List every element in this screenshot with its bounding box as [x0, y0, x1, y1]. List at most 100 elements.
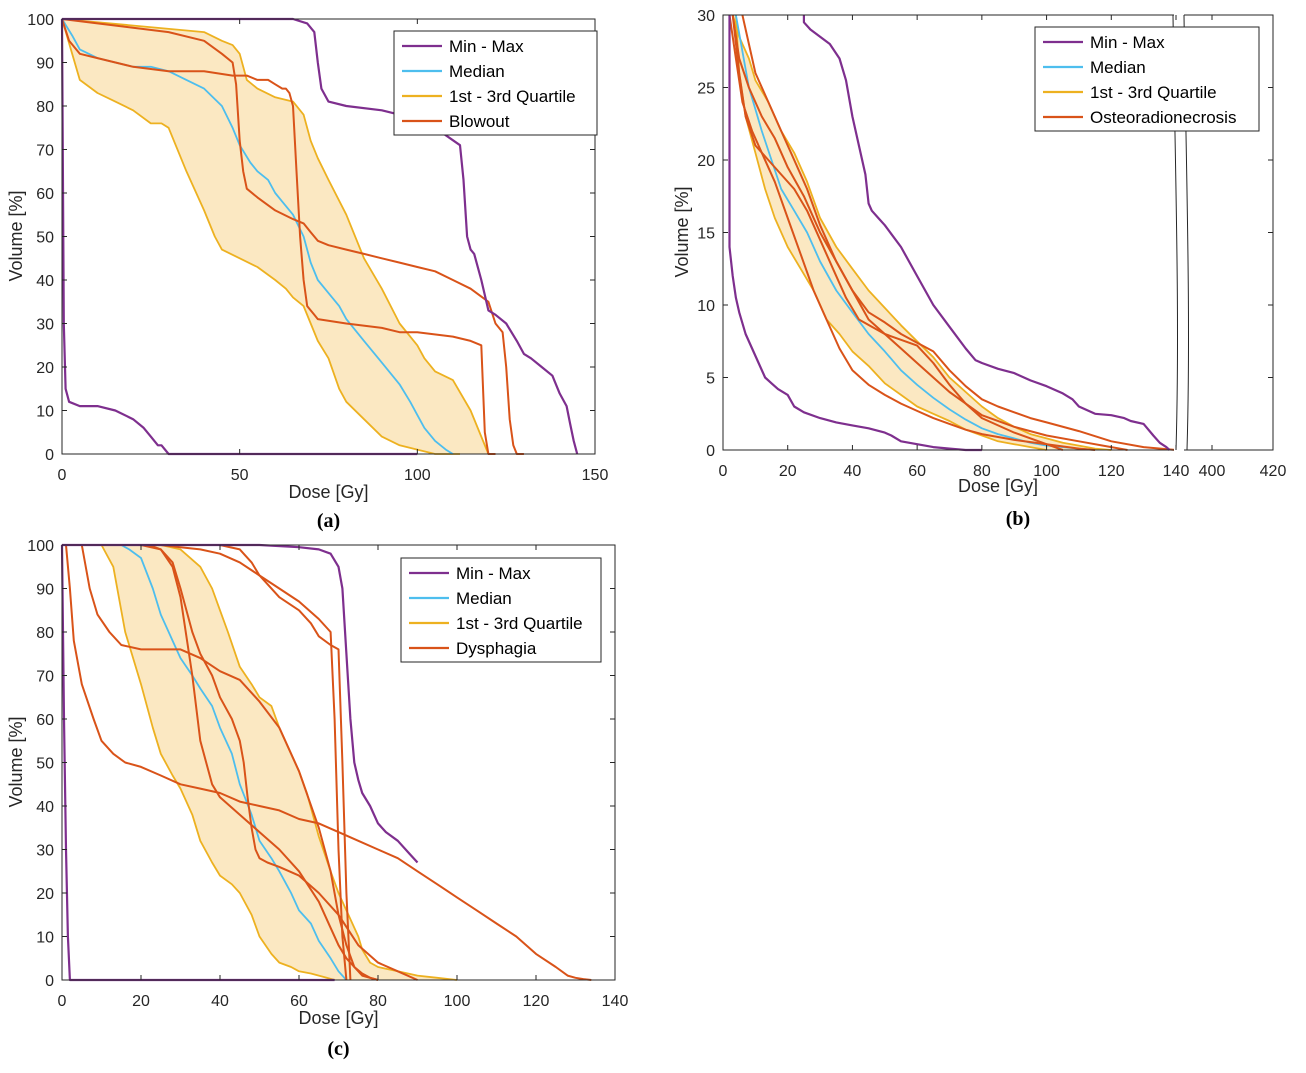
- series-line-max: [802, 15, 1171, 451]
- series-line-dysphagia-1: [65, 544, 592, 981]
- y-tick-label: 60: [36, 712, 54, 729]
- x-tick-label: 0: [719, 463, 728, 480]
- legend-label: Dysphagia: [456, 639, 537, 658]
- panel-label: (b): [1006, 508, 1030, 530]
- series-line-blowout-2: [61, 18, 524, 455]
- y-tick-label: 30: [36, 843, 54, 860]
- y-tick-label: 15: [697, 226, 715, 243]
- legend-box: [1034, 26, 1260, 132]
- legend-label: Min - Max: [456, 564, 531, 583]
- legend-label: Osteoradionecrosis: [1090, 108, 1236, 127]
- y-tick-label: 90: [36, 56, 54, 73]
- y-tick-label: 80: [36, 625, 54, 642]
- y-tick-label: 0: [706, 443, 715, 460]
- legend-label: 1st - 3rd Quartile: [449, 87, 576, 106]
- legend-label: 1st - 3rd Quartile: [456, 614, 583, 633]
- panel-label: (c): [327, 1038, 349, 1060]
- y-tick-label: 50: [36, 230, 54, 247]
- x-axis-label: Dose [Gy]: [298, 1008, 378, 1028]
- legend-label: Median: [456, 589, 512, 608]
- y-tick-label: 0: [45, 447, 54, 464]
- x-tick-label: 50: [231, 467, 249, 484]
- y-tick-label: 30: [36, 317, 54, 334]
- legend: Min - Max Median 1st - 3rd Quartile Dysphag…: [400, 557, 602, 663]
- y-tick-label: 20: [697, 153, 715, 170]
- y-tick-label: 80: [36, 99, 54, 116]
- series-line-orn-2: [728, 14, 1096, 451]
- x-tick-label: 100: [404, 467, 431, 484]
- y-axis-label: Volume [%]: [672, 186, 692, 277]
- y-tick-label: 10: [36, 404, 54, 421]
- y-tick-label: 20: [36, 360, 54, 377]
- y-tick-label: 30: [697, 8, 715, 25]
- y-tick-label: 40: [36, 273, 54, 290]
- legend-label: Blowout: [449, 112, 510, 131]
- legend-label: Median: [1090, 58, 1146, 77]
- series-line-q3: [61, 18, 490, 455]
- y-tick-label: 40: [36, 799, 54, 816]
- x-tick-label: 100: [444, 993, 471, 1010]
- chart-b: 0 20 40 60 80 100 120 140 400 420 0 5 10 15 20 25 30 Dose…: [672, 8, 1286, 530]
- series-line-dysphagia-6: [62, 544, 379, 981]
- series-line-orn-1: [731, 14, 1177, 451]
- series-line-median: [62, 544, 348, 981]
- y-tick-label: 70: [36, 143, 54, 160]
- series-line-max: [62, 17, 579, 455]
- y-tick-label: 60: [36, 186, 54, 203]
- chart-c: 0 20 40 60 80 100 120 140 0 10 20 30 40 50 60 70 80 90 100…: [6, 538, 628, 1060]
- x-tick-label: 400: [1199, 463, 1226, 480]
- y-tick-label: 90: [36, 582, 54, 599]
- x-tick-label: 150: [582, 467, 609, 484]
- y-tick-label: 100: [27, 538, 54, 555]
- chart-a: 0 50 100 150 0 10 20 30 40 50 60 70 80 90 100 Dose [Gy]…: [6, 12, 608, 532]
- legend-label: Min - Max: [1090, 33, 1165, 52]
- x-tick-label: 120: [1098, 463, 1125, 480]
- x-tick-label: 0: [58, 467, 67, 484]
- series-line-min: [60, 18, 418, 456]
- x-tick-label: 420: [1260, 463, 1287, 480]
- y-tick-label: 0: [45, 973, 54, 990]
- x-tick-label: 0: [58, 993, 67, 1010]
- x-tick-label: 40: [211, 993, 229, 1010]
- y-tick-label: 100: [27, 12, 54, 29]
- y-tick-label: 10: [697, 298, 715, 315]
- legend-label: 1st - 3rd Quartile: [1090, 83, 1217, 102]
- x-tick-label: 100: [1033, 463, 1060, 480]
- series-line-min: [728, 15, 982, 452]
- series-line-dysphagia-3: [62, 544, 348, 981]
- x-tick-label: 120: [523, 993, 550, 1010]
- x-tick-label: 80: [973, 463, 991, 480]
- x-axis-label: Dose [Gy]: [958, 476, 1038, 496]
- series-line-dysphagia-5: [62, 544, 418, 981]
- series-line-q1: [62, 544, 335, 981]
- x-tick-label: 80: [369, 993, 387, 1010]
- y-axis-label: Volume [%]: [6, 716, 26, 807]
- y-tick-label: 10: [36, 930, 54, 947]
- series-line-blowout-1: [61, 18, 496, 455]
- x-tick-label: 40: [844, 463, 862, 480]
- series-line-orn-4: [731, 14, 1064, 451]
- series-line-dysphagia-2: [80, 544, 379, 981]
- x-axis-label: Dose [Gy]: [288, 482, 368, 502]
- x-tick-label: 20: [132, 993, 150, 1010]
- x-tick-label: 60: [290, 993, 308, 1010]
- panel-label: (a): [317, 510, 340, 532]
- y-tick-label: 20: [36, 886, 54, 903]
- legend-box: [400, 557, 602, 663]
- series-line-q1: [735, 14, 1047, 451]
- x-tick-label: 20: [779, 463, 797, 480]
- y-tick-label: 50: [36, 756, 54, 773]
- legend-label: Median: [449, 62, 505, 81]
- x-tick-label: 140: [602, 993, 629, 1010]
- y-axis-label: Volume [%]: [6, 190, 26, 281]
- legend-label: Min - Max: [449, 37, 524, 56]
- series-line-median: [61, 18, 454, 455]
- series-line-q1: [61, 18, 460, 455]
- y-tick-label: 25: [697, 81, 715, 98]
- y-tick-label: 5: [706, 371, 715, 388]
- x-tick-label: 140: [1163, 463, 1190, 480]
- legend-box: [393, 30, 598, 136]
- quartile-band: [62, 545, 457, 980]
- legend: Min - Max Median 1st - 3rd Quartile Osteora…: [1034, 26, 1260, 132]
